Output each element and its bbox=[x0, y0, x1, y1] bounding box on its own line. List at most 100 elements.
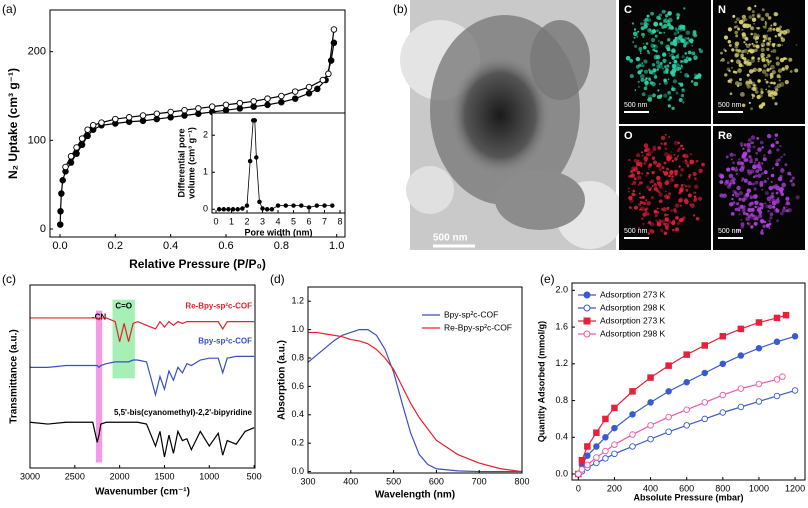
map-signal bbox=[746, 188, 751, 193]
map-signal bbox=[640, 165, 643, 168]
map-signal bbox=[775, 140, 779, 145]
map-element-label: N bbox=[718, 4, 726, 16]
map-signal bbox=[757, 60, 760, 63]
map-signal bbox=[643, 161, 647, 165]
x-axis-label: Relative Pressure (P/P₀) bbox=[129, 257, 266, 271]
tem-hole bbox=[406, 166, 454, 214]
map-signal bbox=[767, 150, 773, 155]
map-signal bbox=[654, 214, 658, 218]
highlight-band bbox=[95, 310, 103, 463]
plot-frame bbox=[307, 286, 523, 474]
map-signal bbox=[638, 63, 642, 68]
map-signal bbox=[639, 74, 645, 79]
series-marker bbox=[647, 399, 654, 406]
map-signal bbox=[669, 192, 671, 195]
map-signal bbox=[652, 145, 657, 149]
map-signal bbox=[726, 167, 731, 172]
map-signal bbox=[745, 212, 749, 216]
map-signal bbox=[678, 197, 684, 203]
map-signal bbox=[645, 77, 648, 80]
series-marker bbox=[240, 206, 245, 211]
map-signal bbox=[775, 88, 779, 92]
map-signal bbox=[634, 89, 637, 91]
series-marker bbox=[264, 101, 271, 109]
series-marker bbox=[244, 203, 250, 208]
map-signal bbox=[629, 198, 634, 203]
y-tick-label: 0 bbox=[203, 204, 208, 214]
map-signal bbox=[690, 203, 695, 208]
map-signal bbox=[755, 40, 758, 44]
map-signal bbox=[676, 221, 681, 226]
map-signal bbox=[683, 41, 688, 46]
map-signal bbox=[769, 27, 772, 30]
map-signal bbox=[732, 14, 736, 18]
map-signal bbox=[756, 34, 760, 38]
map-signal bbox=[680, 144, 683, 148]
map-signal bbox=[644, 69, 648, 74]
series-marker bbox=[73, 144, 80, 151]
map-signal bbox=[659, 41, 664, 45]
map-signal bbox=[688, 39, 691, 42]
map-signal bbox=[727, 40, 731, 44]
map-signal bbox=[645, 210, 648, 213]
map-signal bbox=[769, 40, 772, 43]
series-marker bbox=[737, 385, 745, 392]
series-marker bbox=[230, 207, 236, 212]
series-marker bbox=[98, 119, 105, 126]
map-signal bbox=[762, 25, 765, 28]
map-signal bbox=[729, 44, 732, 47]
map-signal bbox=[658, 167, 662, 172]
map-signal bbox=[737, 27, 740, 31]
series-marker bbox=[719, 333, 727, 340]
map-signal bbox=[628, 195, 633, 201]
map-signal bbox=[637, 159, 640, 163]
series-marker bbox=[208, 103, 216, 110]
map-signal bbox=[731, 198, 734, 201]
map-signal bbox=[769, 187, 773, 191]
tem-image: 500 nm bbox=[400, 0, 624, 250]
series-marker bbox=[167, 114, 174, 121]
map-signal bbox=[674, 203, 680, 208]
map-signal bbox=[743, 178, 748, 183]
map-signal bbox=[643, 19, 647, 23]
map-signal bbox=[734, 192, 740, 198]
map-signal bbox=[695, 159, 699, 163]
map-signal bbox=[667, 27, 670, 30]
map-signal bbox=[732, 201, 736, 205]
map-signal bbox=[748, 15, 753, 19]
map-signal bbox=[770, 143, 775, 148]
map-signal bbox=[743, 49, 748, 53]
map-signal bbox=[774, 43, 776, 45]
map-signal bbox=[776, 197, 780, 200]
map-signal bbox=[794, 68, 799, 73]
map-signal bbox=[730, 81, 732, 84]
map-signal bbox=[665, 68, 669, 72]
map-signal bbox=[719, 193, 724, 198]
map-signal bbox=[634, 44, 638, 48]
map-signal bbox=[774, 12, 779, 17]
map-signal bbox=[644, 80, 649, 86]
series-marker bbox=[701, 342, 709, 349]
map-signal bbox=[763, 179, 767, 184]
map-signal bbox=[743, 205, 746, 208]
map-signal bbox=[680, 184, 684, 187]
map-signal bbox=[659, 62, 663, 65]
map-signal bbox=[754, 200, 759, 205]
map-signal bbox=[757, 79, 761, 83]
map-signal bbox=[776, 148, 780, 152]
series-marker bbox=[701, 399, 709, 406]
map-signal bbox=[666, 157, 671, 162]
map-signal bbox=[748, 23, 752, 27]
map-signal bbox=[751, 42, 754, 45]
map-signal bbox=[654, 211, 659, 216]
series-marker bbox=[701, 369, 709, 377]
map-signal bbox=[741, 32, 746, 37]
map-signal bbox=[769, 72, 774, 77]
map-signal bbox=[738, 197, 742, 201]
map-signal bbox=[741, 154, 746, 159]
map-signal bbox=[738, 82, 743, 86]
map-signal bbox=[791, 176, 795, 180]
map-signal bbox=[660, 142, 663, 145]
map-signal bbox=[644, 24, 648, 28]
map-signal bbox=[648, 220, 652, 224]
